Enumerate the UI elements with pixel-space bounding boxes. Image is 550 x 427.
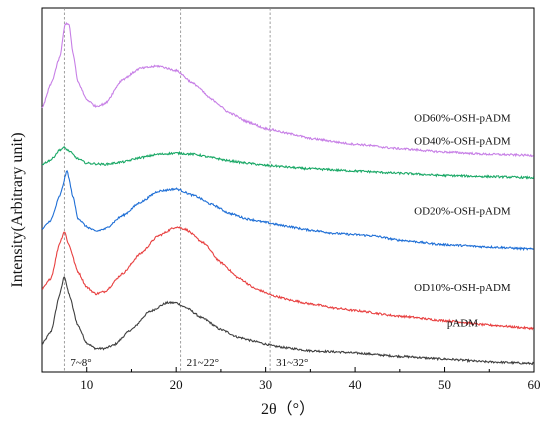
x-axis-title: 2θ（°）: [261, 400, 315, 418]
series-label: OD20%-OSH-pADM: [414, 205, 511, 217]
x-tick-label: 40: [349, 377, 362, 392]
series-line: [41, 145, 535, 180]
x-tick-label: 60: [528, 377, 541, 392]
series-label: pADM: [447, 318, 478, 330]
series-line: [41, 21, 534, 158]
x-tick-label: 50: [438, 377, 451, 392]
series-line: [41, 276, 534, 366]
reference-line-label: 7~8°: [70, 357, 91, 369]
reference-line-label: 31~32°: [276, 357, 308, 369]
x-tick-label: 10: [80, 377, 93, 392]
x-tick-label: 20: [170, 377, 183, 392]
x-tick-label: 30: [259, 377, 272, 392]
series-layer: [41, 21, 535, 366]
plot-frame: [41, 7, 535, 373]
series-labels: OD60%-OSH-pADM OD40%-OSH-pADM OD20%-OSH-pA…: [414, 113, 511, 330]
x-axis: 10 20 30 40 50 60: [41, 367, 541, 392]
series-line: [41, 226, 534, 331]
series-label: OD40%-OSH-pADM: [414, 136, 511, 148]
plot-area: [41, 7, 535, 373]
reference-lines: 7~8° 21~22° 31~32°: [63, 8, 308, 372]
y-axis-title: Intensity(Arbitrary unit): [9, 132, 26, 287]
series-label: OD10%-OSH-pADM: [414, 282, 511, 294]
series-line: [41, 169, 534, 252]
series-label: OD60%-OSH-pADM: [414, 113, 511, 125]
reference-line-label: 21~22°: [187, 357, 219, 369]
